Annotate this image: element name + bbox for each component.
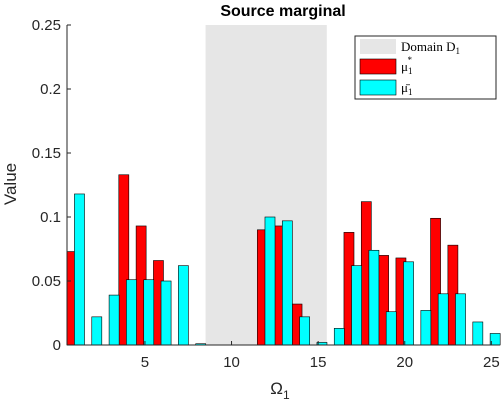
bar [160,280,172,346]
x-axis-label-subscript: 1 [283,388,290,402]
bar [403,261,414,346]
x-tick-label: 20 [396,354,413,371]
bar [281,220,293,346]
legend-label-mu-star: μ1* [401,55,412,76]
y-tick-label: 0.05 [32,273,61,290]
y-tick-label: 0.1 [40,209,61,226]
y-tick-label: 0.25 [32,17,61,34]
legend-label-domain-main: Domain D [401,39,456,54]
y-tick-label: 0 [53,337,61,354]
bar [333,328,345,346]
y-axis-label: Value [1,163,20,205]
legend-label-mu-bar: μ̄1 [401,80,412,97]
legend-label-mu-bar-subscript: 1 [408,87,413,97]
legend-label-domain-subscript: 1 [456,46,461,56]
bar [264,216,276,346]
legend-swatch-domain [360,39,396,54]
legend-label-mu-star-superscript: * [407,55,412,65]
axes [66,25,500,346]
legend-label-domain: Domain D1 [401,39,460,56]
bar [472,321,484,346]
legend-label-mu-star-subscript: 1 [408,66,413,76]
x-axis-label-main: Ω [270,379,283,398]
x-tick-label: 15 [310,354,327,371]
bar [91,316,103,346]
bar [420,310,432,346]
bar [351,265,362,346]
y-tick-label: 0.2 [40,81,61,98]
series-mu-bar [74,193,501,346]
legend-swatch-mu-bar [359,79,397,96]
bar [437,293,449,346]
ticks: 5 10 15 20 25 0 0.05 0.1 0.15 0.2 0.25 [32,17,500,371]
legend-label-mu-bar-main: μ̄ [401,80,410,95]
legend-swatch-mu-star [359,58,397,75]
bar [368,249,380,346]
x-tick-label: 5 [141,354,149,371]
x-tick-label: 10 [223,354,240,371]
y-tick-label: 0.15 [32,145,61,162]
bar [455,293,466,346]
chart-title: Source marginal [220,3,345,20]
x-tick-label: 25 [483,354,500,371]
legend-label-mu-star-main: μ [401,59,408,74]
bar [74,193,85,346]
legend: Domain D1 μ1* μ̄1 [354,35,497,100]
bar [108,294,120,346]
bar [143,279,155,346]
bar [385,311,397,346]
bar [126,279,137,346]
bar [299,316,310,346]
x-axis-label: Ω1 [270,379,290,402]
bar [178,265,189,346]
